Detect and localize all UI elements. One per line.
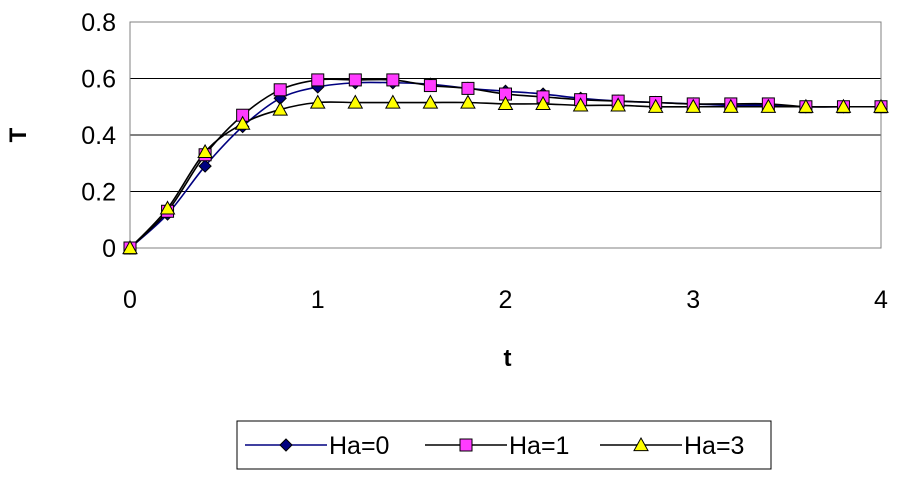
legend-marker xyxy=(633,436,649,452)
data-point xyxy=(311,73,325,87)
y-tick-label: 0.6 xyxy=(81,66,116,94)
data-point xyxy=(347,94,364,109)
data-point xyxy=(535,95,551,111)
series-points-ha-3 xyxy=(122,94,889,255)
data-point xyxy=(386,73,400,87)
data-point xyxy=(234,115,251,130)
data-point xyxy=(422,94,439,109)
data-point xyxy=(685,98,702,113)
legend-label: Ha=3 xyxy=(684,432,744,460)
legend-label: Ha=0 xyxy=(329,432,389,460)
legend-entry: Ha=0 xyxy=(245,432,389,460)
data-point xyxy=(461,81,475,95)
data-point xyxy=(722,98,739,113)
x-tick-label: 0 xyxy=(123,286,137,314)
x-tick-label: 3 xyxy=(686,286,700,314)
data-point xyxy=(610,97,626,112)
x-axis-title: t xyxy=(504,345,512,372)
x-tick-label: 4 xyxy=(874,286,888,314)
legend-entry: Ha=1 xyxy=(425,432,569,460)
data-point xyxy=(159,200,176,215)
data-point xyxy=(423,79,437,93)
y-axis-title: T xyxy=(5,127,32,142)
data-point xyxy=(835,98,852,113)
data-point xyxy=(122,239,138,255)
data-point xyxy=(309,94,326,109)
legend-label: Ha=1 xyxy=(509,432,569,460)
data-point xyxy=(272,101,289,116)
data-point xyxy=(348,73,362,87)
legend: Ha=0 Ha=1 Ha=3 xyxy=(236,420,772,470)
legend-marker xyxy=(459,438,473,452)
grid-lines xyxy=(130,78,881,192)
legend-entry: Ha=3 xyxy=(600,432,744,460)
data-point xyxy=(197,143,213,159)
y-tick-label: 0 xyxy=(102,235,116,263)
y-tick-label: 0.8 xyxy=(81,9,116,37)
y-tick-label: 0.4 xyxy=(81,122,116,150)
data-point xyxy=(273,83,287,97)
legend-marker xyxy=(279,438,293,452)
y-tick-label: 0.2 xyxy=(81,179,116,207)
data-point xyxy=(647,98,664,113)
data-point xyxy=(572,97,589,112)
data-point xyxy=(198,159,212,173)
x-tick-label: 1 xyxy=(311,286,325,314)
plot-area-frame xyxy=(129,21,882,249)
data-point xyxy=(798,98,814,113)
x-tick-labels: 0 1 2 3 4 xyxy=(123,286,888,314)
x-tick-label: 2 xyxy=(499,286,513,314)
data-point xyxy=(497,95,514,111)
data-point xyxy=(385,94,401,109)
y-tick-labels: 0 0.2 0.4 0.6 0.8 xyxy=(81,9,116,263)
series-markers xyxy=(122,73,889,255)
data-point xyxy=(873,98,889,113)
data-point xyxy=(460,94,476,109)
data-point xyxy=(760,98,777,113)
